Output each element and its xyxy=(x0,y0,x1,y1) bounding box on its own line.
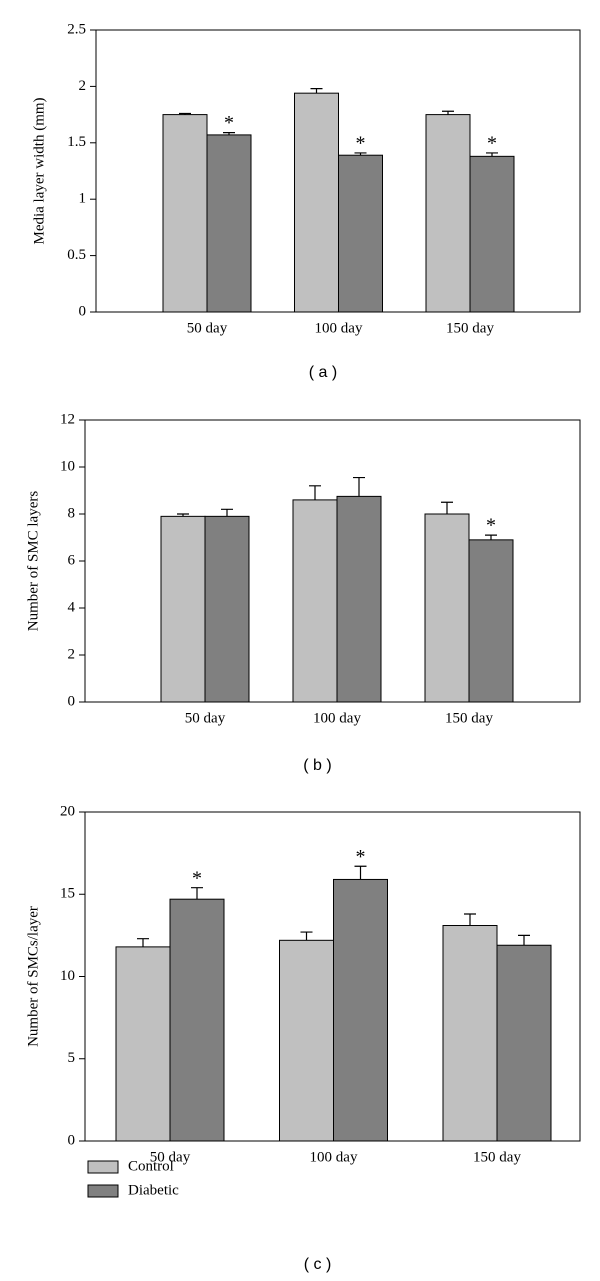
bar xyxy=(338,154,383,313)
error-bar xyxy=(300,931,313,941)
error-bar xyxy=(486,152,498,157)
y-tick-label: 1.5 xyxy=(67,134,86,150)
legend-swatch xyxy=(87,1184,119,1198)
y-tick-label: 6 xyxy=(68,552,76,568)
error-bar xyxy=(485,534,497,540)
panel-caption: ( a ) xyxy=(309,364,337,381)
y-tick-label: 10 xyxy=(60,458,75,474)
x-tick-label: 100 day xyxy=(315,320,363,336)
significance-mark: * xyxy=(224,112,234,134)
legend-swatch xyxy=(87,1160,119,1174)
y-tick-label: 20 xyxy=(60,803,75,819)
error-bar xyxy=(221,508,233,517)
x-tick-label: 100 day xyxy=(313,710,361,726)
error-bar xyxy=(354,152,367,156)
bar xyxy=(292,499,338,703)
y-tick-label: 0.5 xyxy=(67,247,86,263)
bar xyxy=(294,92,339,313)
bar xyxy=(336,495,382,703)
error-bar xyxy=(518,934,530,946)
error-bar xyxy=(137,938,149,947)
error-bar xyxy=(353,476,365,497)
bar xyxy=(162,114,208,313)
error-bar xyxy=(464,913,476,926)
y-tick-label: 0 xyxy=(68,693,76,709)
x-tick-label: 150 day xyxy=(445,710,493,726)
error-bar xyxy=(179,112,191,115)
significance-mark: * xyxy=(356,133,366,155)
error-bar xyxy=(441,501,453,514)
bar xyxy=(468,539,514,703)
y-tick-label: 10 xyxy=(60,968,75,984)
significance-mark: * xyxy=(356,846,366,868)
y-axis-title: Number of SMC layers xyxy=(25,491,41,632)
y-tick-label: 8 xyxy=(68,505,76,521)
significance-mark: * xyxy=(192,867,202,889)
y-tick-label: 2 xyxy=(79,78,87,94)
y-tick-label: 0 xyxy=(79,303,87,319)
error-bar xyxy=(309,485,321,500)
bar xyxy=(442,925,498,1142)
bar xyxy=(160,515,206,703)
y-axis-title: Media layer width (mm) xyxy=(31,97,47,244)
y-tick-label: 15 xyxy=(60,886,75,902)
y-tick-label: 4 xyxy=(68,599,76,615)
bar xyxy=(206,134,252,313)
x-tick-label: 150 day xyxy=(446,320,494,336)
bar xyxy=(169,898,225,1142)
error-bar xyxy=(354,865,367,880)
y-tick-label: 0 xyxy=(68,1132,76,1148)
error-bar xyxy=(177,513,189,517)
x-tick-label: 100 day xyxy=(310,1149,358,1165)
y-tick-label: 2.5 xyxy=(67,21,86,37)
bar xyxy=(333,878,388,1142)
bar xyxy=(496,944,552,1142)
error-bar xyxy=(442,110,454,115)
bar xyxy=(279,939,334,1142)
bar xyxy=(204,515,250,703)
significance-mark: * xyxy=(486,515,496,537)
panel-caption: ( c ) xyxy=(304,1256,332,1273)
bar xyxy=(115,946,171,1142)
y-tick-label: 1 xyxy=(79,191,87,207)
bar xyxy=(425,114,471,313)
y-axis-title: Number of SMCs/layer xyxy=(25,906,41,1047)
x-tick-label: 50 day xyxy=(150,1149,191,1165)
legend-label: Control xyxy=(128,1158,174,1174)
legend-label: Diabetic xyxy=(128,1182,179,1198)
plot-frame xyxy=(84,419,581,703)
error-bar xyxy=(310,88,323,94)
y-tick-label: 12 xyxy=(60,411,75,427)
significance-mark: * xyxy=(487,133,497,155)
x-tick-label: 50 day xyxy=(185,710,226,726)
error-bar xyxy=(191,887,203,900)
bar xyxy=(424,513,470,703)
x-tick-label: 50 day xyxy=(187,320,228,336)
x-tick-label: 150 day xyxy=(473,1149,521,1165)
bar xyxy=(469,155,515,313)
y-tick-label: 2 xyxy=(68,646,76,662)
plot-frame xyxy=(84,811,581,1142)
plot-frame xyxy=(95,29,581,313)
panel-caption: ( b ) xyxy=(303,757,331,774)
y-tick-label: 5 xyxy=(68,1050,76,1066)
error-bar xyxy=(223,132,235,135)
